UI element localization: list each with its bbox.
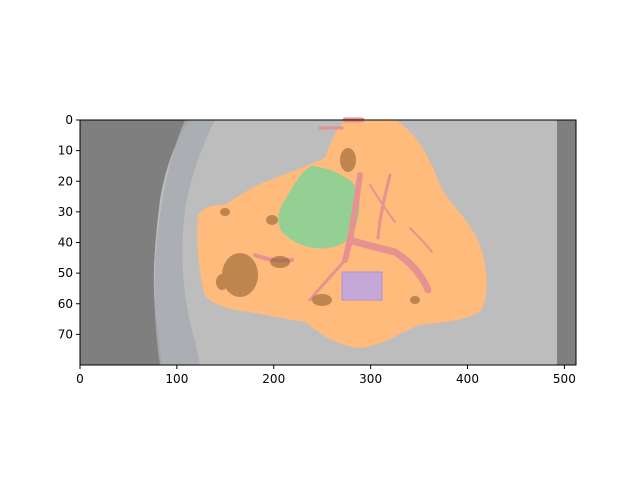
y-tick-label: 60: [58, 297, 73, 311]
y-tick-label: 30: [58, 205, 73, 219]
x-tick-label: 400: [456, 372, 479, 386]
tissue-edge: [154, 120, 215, 365]
purple-region: [341, 271, 383, 301]
y-tick-label: 70: [58, 327, 73, 341]
green-region: [278, 166, 360, 249]
y-tick-label: 20: [58, 174, 73, 188]
right-dark-band: [557, 120, 576, 365]
x-axis: 0 100 200 300 400 500: [76, 365, 576, 386]
y-tick-label: 0: [65, 113, 73, 127]
x-tick-label: 200: [262, 372, 285, 386]
x-tick-label: 0: [76, 372, 84, 386]
y-tick-label: 10: [58, 144, 73, 158]
dark-spots: [216, 148, 420, 306]
y-axis: 0 10 20 30 40 50 60 70: [58, 113, 80, 341]
x-tick-label: 300: [359, 372, 382, 386]
x-tick-label: 100: [165, 372, 188, 386]
vessels: [253, 117, 433, 302]
x-tick-label: 500: [553, 372, 576, 386]
left-dark-band: [80, 120, 190, 365]
image-panel: [80, 117, 576, 365]
y-tick-label: 40: [58, 236, 73, 250]
y-tick-label: 50: [58, 266, 73, 280]
